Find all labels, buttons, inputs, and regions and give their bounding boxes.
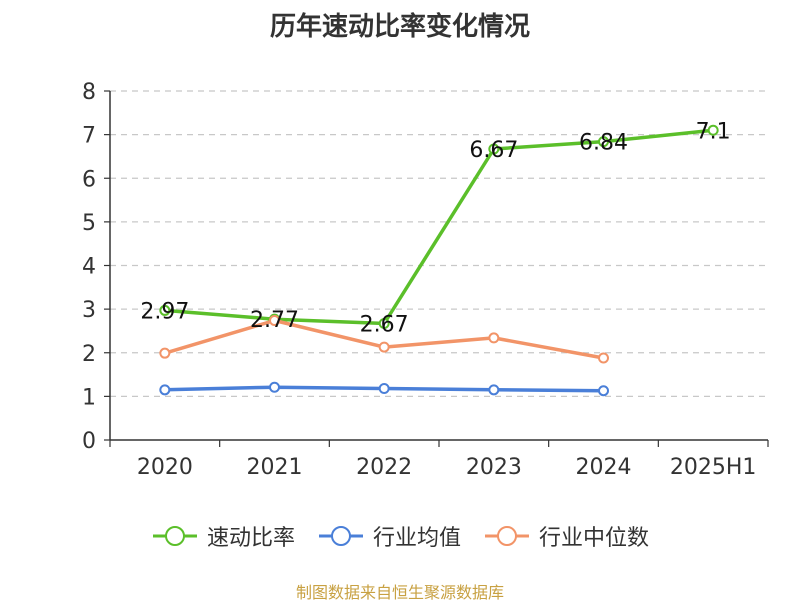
data-labels: 2.97 2.77 2.67 6.67 6.84 7.1 — [140, 119, 730, 337]
data-point — [488, 143, 500, 155]
x-tick-label: 2023 — [466, 455, 522, 480]
x-tick-label: 2022 — [356, 455, 412, 480]
grid-lines — [110, 90, 768, 397]
legend-item[interactable]: 行业均值 — [317, 520, 461, 552]
data-label: 2.67 — [360, 313, 409, 338]
y-tick-label: 8 — [82, 80, 96, 105]
data-point — [159, 304, 171, 316]
data-point — [488, 332, 500, 344]
legend-swatch — [485, 526, 529, 546]
data-point — [598, 352, 609, 364]
legend-swatch — [152, 526, 197, 546]
source-note: 制图数据来自恒生聚源数据库 — [295, 583, 504, 600]
y-tick-label: 7 — [82, 124, 96, 149]
data-point — [159, 347, 171, 359]
legend-label: 速动比率 — [206, 526, 295, 551]
data-point — [378, 318, 390, 330]
x-tick-label: 2025H1 — [670, 455, 757, 480]
y-tick-label: 6 — [82, 167, 96, 192]
data-point — [269, 381, 280, 393]
data-point — [488, 384, 500, 396]
y-tick-label: 3 — [82, 298, 96, 323]
data-point — [159, 384, 171, 396]
y-tick-label: 0 — [82, 429, 96, 454]
data-label: 6.67 — [469, 138, 518, 163]
chart-title: 历年速动比率变化情况 — [269, 12, 530, 42]
x-tick-label: 2021 — [247, 455, 303, 480]
data-point — [707, 124, 719, 136]
series-lines — [159, 124, 719, 397]
legend-label: 行业均值 — [372, 526, 461, 551]
legend-item[interactable]: 行业中位数 — [483, 520, 649, 552]
y-tick-label: 5 — [82, 211, 96, 236]
data-point — [598, 136, 609, 148]
data-point — [378, 383, 390, 395]
data-point — [378, 341, 390, 353]
legend: 速动比率 行业均值 行业中位数 — [0, 520, 800, 552]
data-point — [598, 385, 609, 397]
y-tick-label: 2 — [82, 342, 96, 367]
data-label: 2.77 — [250, 308, 299, 333]
legend-item[interactable]: 速动比率 — [151, 520, 295, 552]
data-point — [269, 314, 280, 326]
y-tick-label: 1 — [82, 385, 96, 410]
data-label: 6.84 — [579, 131, 628, 156]
data-label: 2.97 — [140, 299, 189, 324]
series-line-0 — [163, 128, 715, 326]
data-label: 7.1 — [696, 119, 731, 144]
x-tick-label: 2020 — [137, 455, 193, 480]
legend-label: 行业中位数 — [539, 526, 650, 551]
y-tick-label: 4 — [82, 255, 96, 280]
axes: 0 1 2 3 4 5 6 7 8 2020 2021 2022 2023 2024 2025H1 — [82, 80, 769, 480]
x-tick-label: 2024 — [576, 455, 632, 480]
legend-swatch — [318, 526, 363, 546]
